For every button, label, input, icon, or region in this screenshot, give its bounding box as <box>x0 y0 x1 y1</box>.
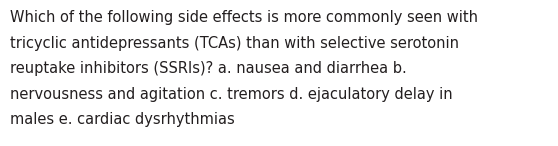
Text: males e. cardiac dysrhythmias: males e. cardiac dysrhythmias <box>10 112 235 127</box>
Text: nervousness and agitation c. tremors d. ejaculatory delay in: nervousness and agitation c. tremors d. … <box>10 87 453 102</box>
Text: reuptake inhibitors (SSRIs)? a. nausea and diarrhea b.: reuptake inhibitors (SSRIs)? a. nausea a… <box>10 61 407 76</box>
Text: Which of the following side effects is more commonly seen with: Which of the following side effects is m… <box>10 10 478 25</box>
Text: tricyclic antidepressants (TCAs) than with selective serotonin: tricyclic antidepressants (TCAs) than wi… <box>10 36 459 51</box>
